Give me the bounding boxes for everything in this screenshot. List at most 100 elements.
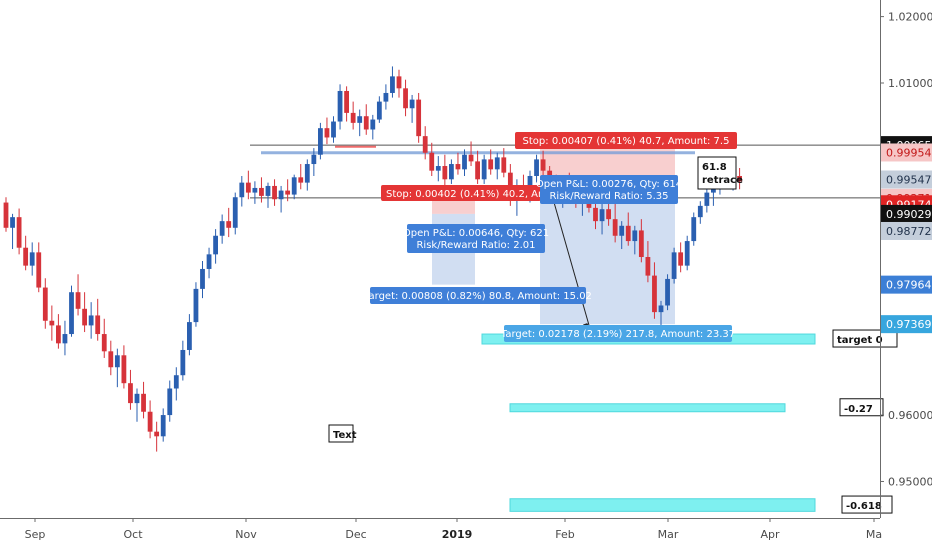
price-tag-label: 0.99547 — [886, 174, 932, 187]
candle-body — [62, 334, 68, 344]
x-tick-label: Nov — [235, 528, 257, 541]
zone-note-label: -0.618 — [846, 501, 882, 512]
candle-body — [278, 190, 284, 200]
price-tag — [881, 204, 932, 223]
x-tick-label: Oct — [123, 528, 143, 541]
candle-body — [468, 154, 474, 162]
candle-body — [206, 254, 212, 269]
candle-body — [344, 90, 349, 113]
zone-note-label: -0.27 — [844, 404, 873, 415]
stop-label-text: Stop: 0.00407 (0.41%) 40.7, Amount: 7.5 — [523, 136, 730, 147]
candle-body — [632, 230, 638, 242]
candle-body — [540, 159, 546, 171]
target-label-box — [504, 325, 732, 342]
candle-body — [128, 383, 133, 404]
x-tick-label: Feb — [555, 528, 574, 541]
candle-body — [370, 119, 376, 130]
candle-body — [619, 225, 625, 236]
price-tag — [881, 221, 932, 240]
candle-body — [108, 351, 114, 368]
candle-body — [285, 190, 291, 195]
price-tag — [881, 275, 932, 294]
position-stop-zone — [540, 145, 675, 180]
candle-body — [671, 252, 677, 279]
candle-body — [625, 225, 631, 242]
price-tag — [881, 315, 932, 334]
candle-body — [501, 157, 507, 173]
candle-body — [665, 278, 670, 306]
candle-body — [534, 159, 539, 176]
x-tick-label: Dec — [345, 528, 366, 541]
candle-body — [42, 287, 48, 321]
pnl-label-text: Open P&L: 0.00276, Qty: 614 — [536, 179, 682, 190]
candle-body — [49, 320, 55, 326]
candle-body — [376, 101, 382, 120]
x-tick-label: Apr — [760, 528, 780, 541]
target-label-text: Target: 0.02178 (2.19%) 217.8, Amount: 2… — [500, 329, 735, 340]
candle-body — [612, 219, 618, 236]
candle-body — [173, 375, 179, 389]
candle-body — [337, 90, 343, 122]
zone-note-box — [841, 495, 893, 514]
x-axis[interactable]: Sep Oct Nov Dec 2019 Feb Mar Apr Ma — [0, 518, 882, 541]
candle-body — [324, 128, 330, 138]
candle-body — [304, 164, 310, 183]
pnl-label-text: Risk/Reward Ratio: 5.35 — [549, 191, 668, 202]
candle-body — [3, 202, 9, 228]
candle-body — [259, 187, 264, 196]
pnl-label-box — [407, 224, 545, 253]
candle-body — [390, 76, 395, 93]
candle-body — [599, 209, 605, 222]
candle-body — [350, 112, 356, 123]
candle-body — [481, 159, 487, 180]
x-tick-label: Ma — [866, 528, 882, 541]
candle-body — [494, 157, 500, 170]
candle-body — [36, 252, 42, 288]
candle-body — [252, 187, 258, 193]
price-tag-label: 0.97964 — [886, 279, 932, 292]
candle-body — [265, 185, 271, 196]
candle-body — [658, 305, 664, 313]
zone-note-label: target 0 — [837, 335, 883, 346]
candle-body — [429, 152, 435, 171]
candle-body — [383, 92, 389, 102]
candle-body — [134, 393, 140, 404]
price-tag-label: 0.97369 — [886, 318, 932, 331]
candle-body — [403, 88, 408, 109]
position-stop-zone — [432, 197, 475, 214]
candle-body — [180, 349, 186, 376]
candle-body — [737, 175, 742, 182]
target-label-box — [370, 287, 586, 304]
candle-body — [331, 121, 336, 138]
target-zone — [509, 498, 816, 512]
candle-body — [245, 182, 251, 193]
candle-body — [114, 355, 120, 368]
stop-label-text: Stop: 0.00402 (0.41%) 40.2, Amount: 7.99 — [386, 189, 599, 200]
candle-body — [160, 415, 166, 437]
candle-body — [239, 182, 245, 198]
retrace-note-box — [697, 156, 737, 190]
candle-body — [363, 116, 369, 130]
candle-body — [455, 164, 461, 170]
zone-layer — [481, 333, 816, 512]
candle-body — [435, 166, 441, 171]
pnl-label-text: Risk/Reward Ratio: 2.01 — [416, 240, 535, 251]
candle-body — [442, 166, 448, 180]
candle-body — [488, 159, 494, 170]
price-tag-label: 0.98772 — [886, 225, 932, 238]
stop-label-box — [515, 132, 737, 149]
price-tag — [881, 143, 932, 162]
candle-body — [593, 207, 598, 222]
candle-body — [298, 177, 304, 183]
candle-body — [101, 334, 107, 352]
candle-body — [396, 76, 402, 89]
candle-body — [475, 161, 480, 180]
candle-body — [697, 205, 703, 218]
y-axis[interactable]: 1.020001.010000.960000.950001.000650.999… — [880, 0, 932, 518]
candle-body — [409, 99, 415, 109]
target-zone — [509, 403, 786, 413]
candle-body — [213, 235, 218, 255]
candle-body — [75, 292, 81, 309]
candle-body — [704, 192, 710, 206]
